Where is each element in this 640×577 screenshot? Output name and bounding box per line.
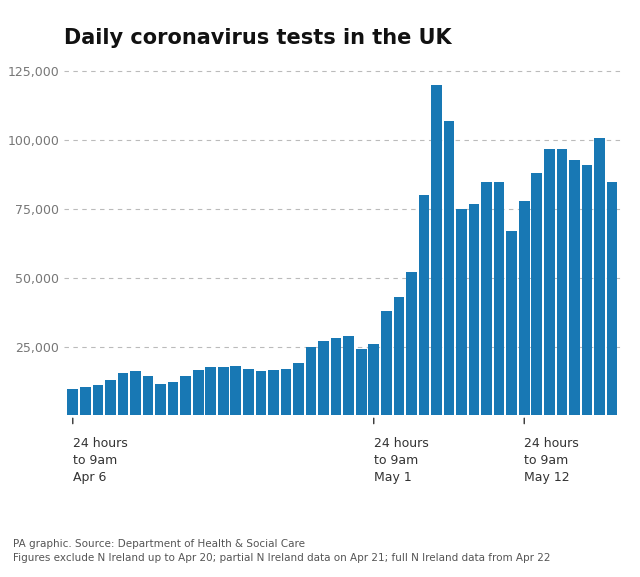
Bar <box>156 384 166 415</box>
Bar <box>519 201 529 415</box>
Bar <box>280 369 291 415</box>
Bar <box>243 369 253 415</box>
Bar <box>218 368 228 415</box>
Bar <box>582 165 592 415</box>
Text: 24 hours
to 9am
May 12: 24 hours to 9am May 12 <box>524 437 579 485</box>
Bar <box>118 373 128 415</box>
Bar <box>544 148 555 415</box>
Text: 24 hours
to 9am
Apr 6: 24 hours to 9am Apr 6 <box>73 437 127 485</box>
Bar <box>456 209 467 415</box>
Bar <box>557 148 567 415</box>
Bar <box>431 85 442 415</box>
Bar <box>394 297 404 415</box>
Bar <box>168 383 179 415</box>
Bar <box>205 368 216 415</box>
Bar <box>531 173 542 415</box>
Text: 24 hours
to 9am
May 1: 24 hours to 9am May 1 <box>374 437 429 485</box>
Bar <box>607 182 618 415</box>
Bar <box>193 370 204 415</box>
Bar <box>594 137 605 415</box>
Text: PA graphic. Source: Department of Health & Social Care
Figures exclude N Ireland: PA graphic. Source: Department of Health… <box>13 538 550 563</box>
Bar <box>369 344 379 415</box>
Bar <box>255 372 266 415</box>
Bar <box>67 389 78 415</box>
Bar <box>80 387 91 415</box>
Bar <box>180 376 191 415</box>
Bar <box>406 272 417 415</box>
Bar <box>481 182 492 415</box>
Bar <box>93 385 103 415</box>
Bar <box>318 341 329 415</box>
Bar <box>293 363 304 415</box>
Bar <box>506 231 517 415</box>
Text: Daily coronavirus tests in the UK: Daily coronavirus tests in the UK <box>64 28 452 48</box>
Bar <box>343 336 354 415</box>
Bar <box>268 370 279 415</box>
Bar <box>306 347 316 415</box>
Bar <box>130 372 141 415</box>
Bar <box>468 204 479 415</box>
Bar <box>230 366 241 415</box>
Bar <box>356 350 367 415</box>
Bar <box>444 121 454 415</box>
Bar <box>381 311 392 415</box>
Bar <box>569 159 580 415</box>
Bar <box>494 182 504 415</box>
Bar <box>419 195 429 415</box>
Bar <box>143 376 154 415</box>
Bar <box>331 338 342 415</box>
Bar <box>105 380 116 415</box>
